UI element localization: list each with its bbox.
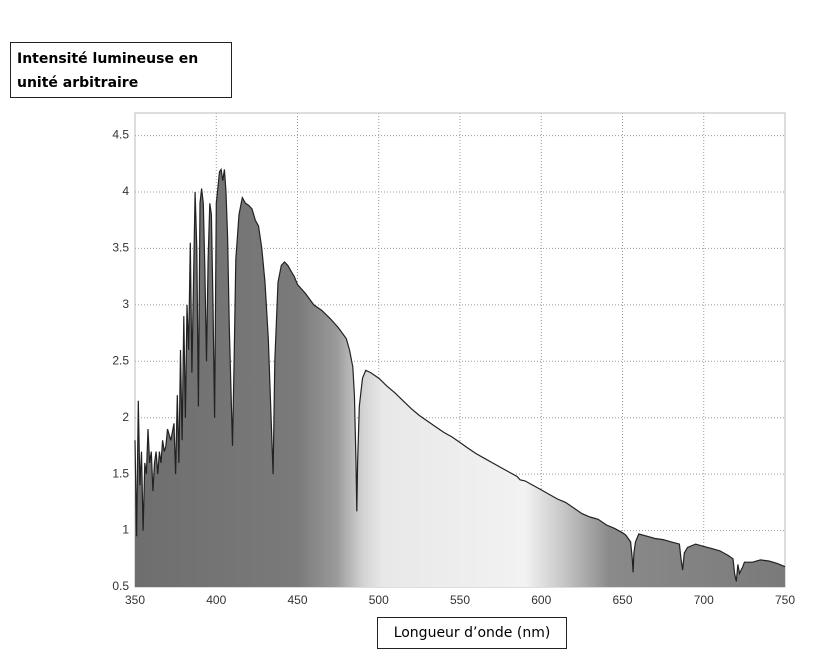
x-tick-label: 450 bbox=[287, 593, 307, 607]
x-tick-label: 550 bbox=[450, 593, 470, 607]
y-tick-label: 2.5 bbox=[112, 353, 129, 367]
x-tick-label: 500 bbox=[369, 593, 389, 607]
y-tick-label: 4.5 bbox=[112, 128, 129, 142]
y-tick-label: 1.5 bbox=[112, 466, 129, 480]
x-axis-label: Longueur d’onde (nm) bbox=[377, 617, 567, 649]
y-tick-label: 3 bbox=[122, 297, 129, 311]
x-tick-label: 350 bbox=[125, 593, 145, 607]
x-tick-label: 400 bbox=[206, 593, 226, 607]
y-tick-label: 1 bbox=[122, 523, 129, 537]
x-tick-label: 700 bbox=[694, 593, 714, 607]
spectrum-line bbox=[134, 167, 786, 582]
y-tick-label: 2 bbox=[122, 410, 129, 424]
x-tick-label: 750 bbox=[775, 593, 795, 607]
y-tick-label: 4 bbox=[122, 184, 129, 198]
x-tick-label: 600 bbox=[531, 593, 551, 607]
x-tick-label: 650 bbox=[612, 593, 632, 607]
y-tick-label: 3.5 bbox=[112, 241, 129, 255]
spectrum-area bbox=[135, 169, 785, 587]
y-axis-label: Intensité lumineuse en unité arbitraire bbox=[10, 42, 232, 98]
y-tick-label: 0.5 bbox=[112, 579, 129, 593]
